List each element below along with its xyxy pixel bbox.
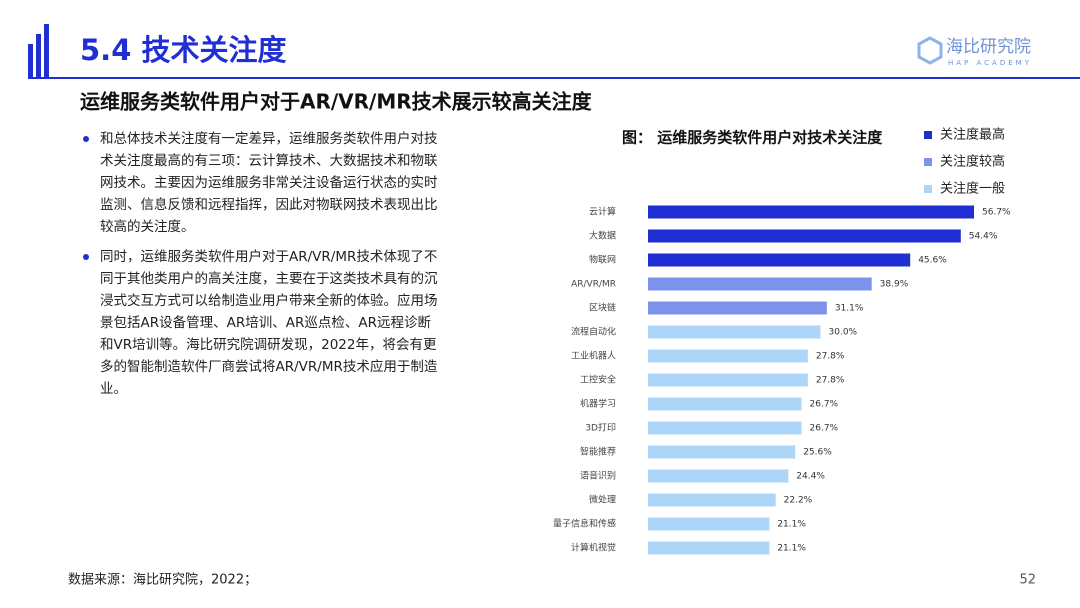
category-label: 机器学习 <box>580 398 616 410</box>
legend-swatch <box>924 158 932 166</box>
value-label: 24.4% <box>796 472 825 482</box>
logo-name: 海比研究院 <box>946 37 1031 57</box>
category-label: 3D打印 <box>585 422 616 434</box>
category-label: 量子信息和传感 <box>553 518 616 530</box>
bar <box>648 325 821 339</box>
value-label: 54.4% <box>969 232 998 242</box>
value-label: 26.7% <box>810 400 839 410</box>
bullet-list: 和总体技术关注度有一定差异，运维服务类软件用户对技术关注度最高的有三项：云计算技… <box>80 128 440 408</box>
bar <box>648 469 789 483</box>
category-label: AR/VR/MR <box>571 280 616 290</box>
value-label: 38.9% <box>880 280 909 290</box>
bar <box>648 373 808 387</box>
deco-bar <box>28 44 33 78</box>
category-label: 智能推荐 <box>580 446 616 458</box>
category-label: 工控安全 <box>580 374 616 386</box>
bullet: 同时，运维服务类软件用户对于AR/VR/MR技术体现了不同于其他类用户的高关注度… <box>80 246 440 400</box>
category-label: 区块链 <box>589 302 616 314</box>
value-label: 21.1% <box>777 544 806 554</box>
value-label: 22.2% <box>784 496 813 506</box>
bar <box>648 517 770 531</box>
bar <box>648 301 827 315</box>
deco-bar <box>44 24 49 78</box>
category-label: 流程自动化 <box>571 326 616 338</box>
category-label: 计算机视觉 <box>571 542 616 554</box>
value-label: 27.8% <box>816 352 845 362</box>
bar <box>648 229 961 243</box>
bar <box>648 541 770 555</box>
category-label: 云计算 <box>589 206 616 218</box>
category-label: 工业机器人 <box>571 350 616 362</box>
bar <box>648 493 776 507</box>
value-label: 21.1% <box>777 520 806 530</box>
bar <box>648 253 911 267</box>
legend-swatch <box>924 131 932 139</box>
value-label: 25.6% <box>803 448 832 458</box>
bar <box>648 349 808 363</box>
value-label: 26.7% <box>810 424 839 434</box>
legend-label: 关注度一般 <box>940 181 1005 197</box>
bullet: 和总体技术关注度有一定差异，运维服务类软件用户对技术关注度最高的有三项：云计算技… <box>80 128 440 238</box>
legend-label: 关注度较高 <box>940 154 1005 170</box>
page-number: 52 <box>1019 573 1036 588</box>
bar <box>648 277 872 291</box>
section-title: 5.4 技术关注度 <box>80 33 286 67</box>
subtitle: 运维服务类软件用户对于AR/VR/MR技术展示较高关注度 <box>80 90 593 114</box>
legend-swatch <box>924 185 932 193</box>
source: 数据来源：海比研究院，2022； <box>68 573 257 588</box>
bar <box>648 205 975 219</box>
bar <box>648 421 802 435</box>
value-label: 27.8% <box>816 376 845 386</box>
value-label: 56.7% <box>982 208 1011 218</box>
chart-title: 图： 运维服务类软件用户对技术关注度 <box>622 129 883 147</box>
legend-label: 关注度最高 <box>940 127 1005 143</box>
category-label: 语音识别 <box>580 470 616 482</box>
value-label: 45.6% <box>918 256 947 266</box>
bar <box>648 445 796 459</box>
logo-icon <box>917 36 943 65</box>
bar <box>648 397 802 411</box>
deco-bar <box>36 34 41 78</box>
value-label: 31.1% <box>835 304 864 314</box>
category-label: 大数据 <box>589 230 616 242</box>
category-label: 物联网 <box>589 254 616 266</box>
value-label: 30.0% <box>829 328 858 338</box>
category-label: 微处理 <box>589 494 616 506</box>
logo-subtitle: HAP ACADEMY <box>948 59 1032 67</box>
